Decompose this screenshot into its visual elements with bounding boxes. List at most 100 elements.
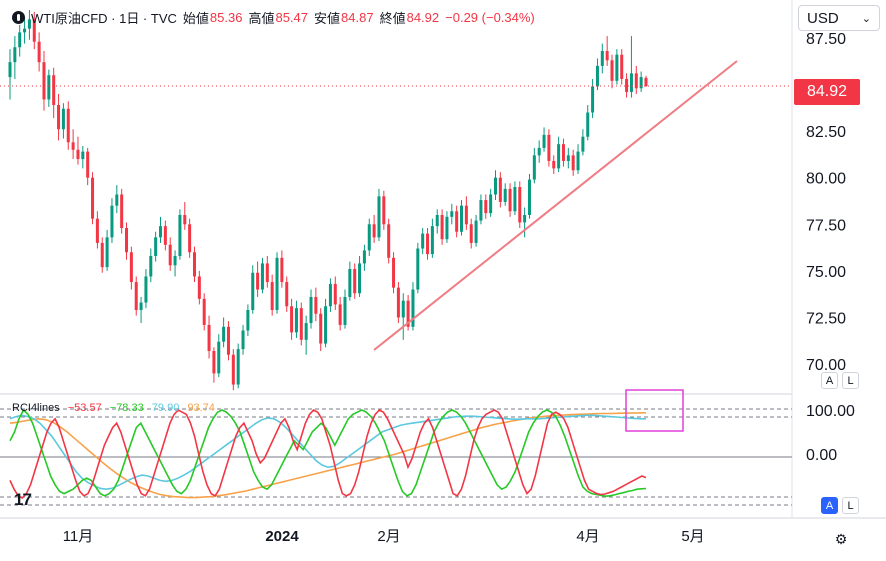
rci-tick-label: 0.00 <box>806 447 837 464</box>
rci-auto-scale-button[interactable]: A <box>821 497 838 514</box>
candle-body <box>52 75 56 106</box>
candle-body <box>532 155 536 180</box>
candle-body <box>158 226 163 238</box>
symbol-logo-icon <box>12 11 25 24</box>
high-value: 85.47 <box>275 10 309 25</box>
candle-body <box>464 205 468 225</box>
candle-body <box>197 276 201 299</box>
candle-body <box>290 306 294 333</box>
candle-body <box>110 205 114 238</box>
candle-body <box>600 50 604 66</box>
candle-body <box>168 244 172 266</box>
candle-body <box>241 330 245 350</box>
close-value: 84.92 <box>406 10 440 25</box>
candle-body <box>314 296 318 314</box>
price-tick-label: 75.00 <box>806 264 846 281</box>
main-auto-scale-button[interactable]: A <box>821 372 838 389</box>
candle-body <box>275 257 279 311</box>
candle-body <box>523 214 527 223</box>
candle-body <box>566 155 570 161</box>
candle-body <box>299 308 303 340</box>
rci-log-scale-button[interactable]: L <box>842 497 859 514</box>
rci-name[interactable]: RCI4lines <box>12 402 60 414</box>
candle-body <box>367 224 371 251</box>
candle-body <box>251 272 255 311</box>
rci-value-3: 79.90 <box>151 402 180 414</box>
candle-body <box>173 255 177 266</box>
trendline <box>373 60 738 351</box>
candle-body <box>333 283 337 305</box>
candle-body <box>100 242 104 268</box>
candle-body <box>81 151 85 160</box>
currency-label: USD <box>807 9 839 27</box>
candle-body <box>620 54 624 79</box>
candle-body <box>120 194 124 229</box>
rci-legend: RCI4lines −53.57 −78.33 79.90 93.74 <box>12 402 220 414</box>
candle-body <box>178 214 182 256</box>
candle-body <box>382 196 386 225</box>
tradingview-logo-icon: 17 <box>14 490 32 509</box>
candles-group <box>8 10 648 391</box>
candle-body <box>105 237 109 268</box>
chevron-down-icon: ⌄ <box>861 12 871 25</box>
candle-body <box>149 255 153 277</box>
candle-body <box>411 289 415 327</box>
high-label: 高値 <box>248 11 275 26</box>
time-tick-label: 5月 <box>681 528 704 545</box>
candle-body <box>91 177 95 219</box>
candle-body <box>236 349 240 385</box>
candle-body <box>18 32 22 48</box>
candle-body <box>639 77 643 89</box>
candle-body <box>513 187 517 212</box>
candle-body <box>13 47 17 63</box>
candle-body <box>377 196 381 238</box>
open-value: 85.36 <box>209 10 243 25</box>
candle-body <box>309 296 313 324</box>
rci-series-line <box>9 414 646 491</box>
candle-body <box>460 205 464 232</box>
candle-body <box>285 282 289 307</box>
rci-series-line <box>9 412 647 499</box>
candle-body <box>66 108 70 143</box>
candle-body <box>435 214 439 227</box>
candle-body <box>440 214 444 240</box>
candle-body <box>629 73 633 92</box>
candle-body <box>231 354 235 385</box>
rci-series-line <box>9 408 647 498</box>
price-tick-label: 82.50 <box>806 124 846 141</box>
time-tick-label: 2月 <box>377 528 400 545</box>
currency-select[interactable]: USD ⌄ <box>798 5 880 31</box>
candle-body <box>324 306 328 344</box>
candle-body <box>134 282 138 311</box>
candle-body <box>615 54 619 81</box>
candle-body <box>338 304 342 325</box>
candle-body <box>183 214 187 225</box>
candle-body <box>455 211 459 232</box>
candle-body <box>561 144 565 161</box>
candle-body <box>47 75 51 100</box>
price-tick-label: 72.50 <box>806 310 846 327</box>
candle-body <box>571 155 575 171</box>
main-log-scale-button[interactable]: L <box>842 372 859 389</box>
candle-body <box>163 226 167 245</box>
last-price-tag: 84.92 <box>794 79 860 105</box>
symbol-title[interactable]: WTI原油CFD · 1日 · TVC <box>31 11 177 26</box>
settings-gear-icon[interactable]: ⚙ <box>834 530 848 547</box>
candle-body <box>416 248 420 290</box>
candle-body <box>581 136 585 152</box>
candle-body <box>542 134 546 148</box>
candle-body <box>125 228 129 253</box>
candle-body <box>484 200 488 214</box>
low-value: 84.87 <box>341 10 374 25</box>
candle-body <box>421 233 425 249</box>
candle-body <box>396 287 400 318</box>
candle-body <box>426 233 430 255</box>
candle-body <box>319 313 323 344</box>
candle-body <box>372 224 376 238</box>
candle-body <box>358 263 362 294</box>
candle-body <box>610 60 614 81</box>
candle-body <box>95 218 99 243</box>
candle-body <box>518 187 522 223</box>
